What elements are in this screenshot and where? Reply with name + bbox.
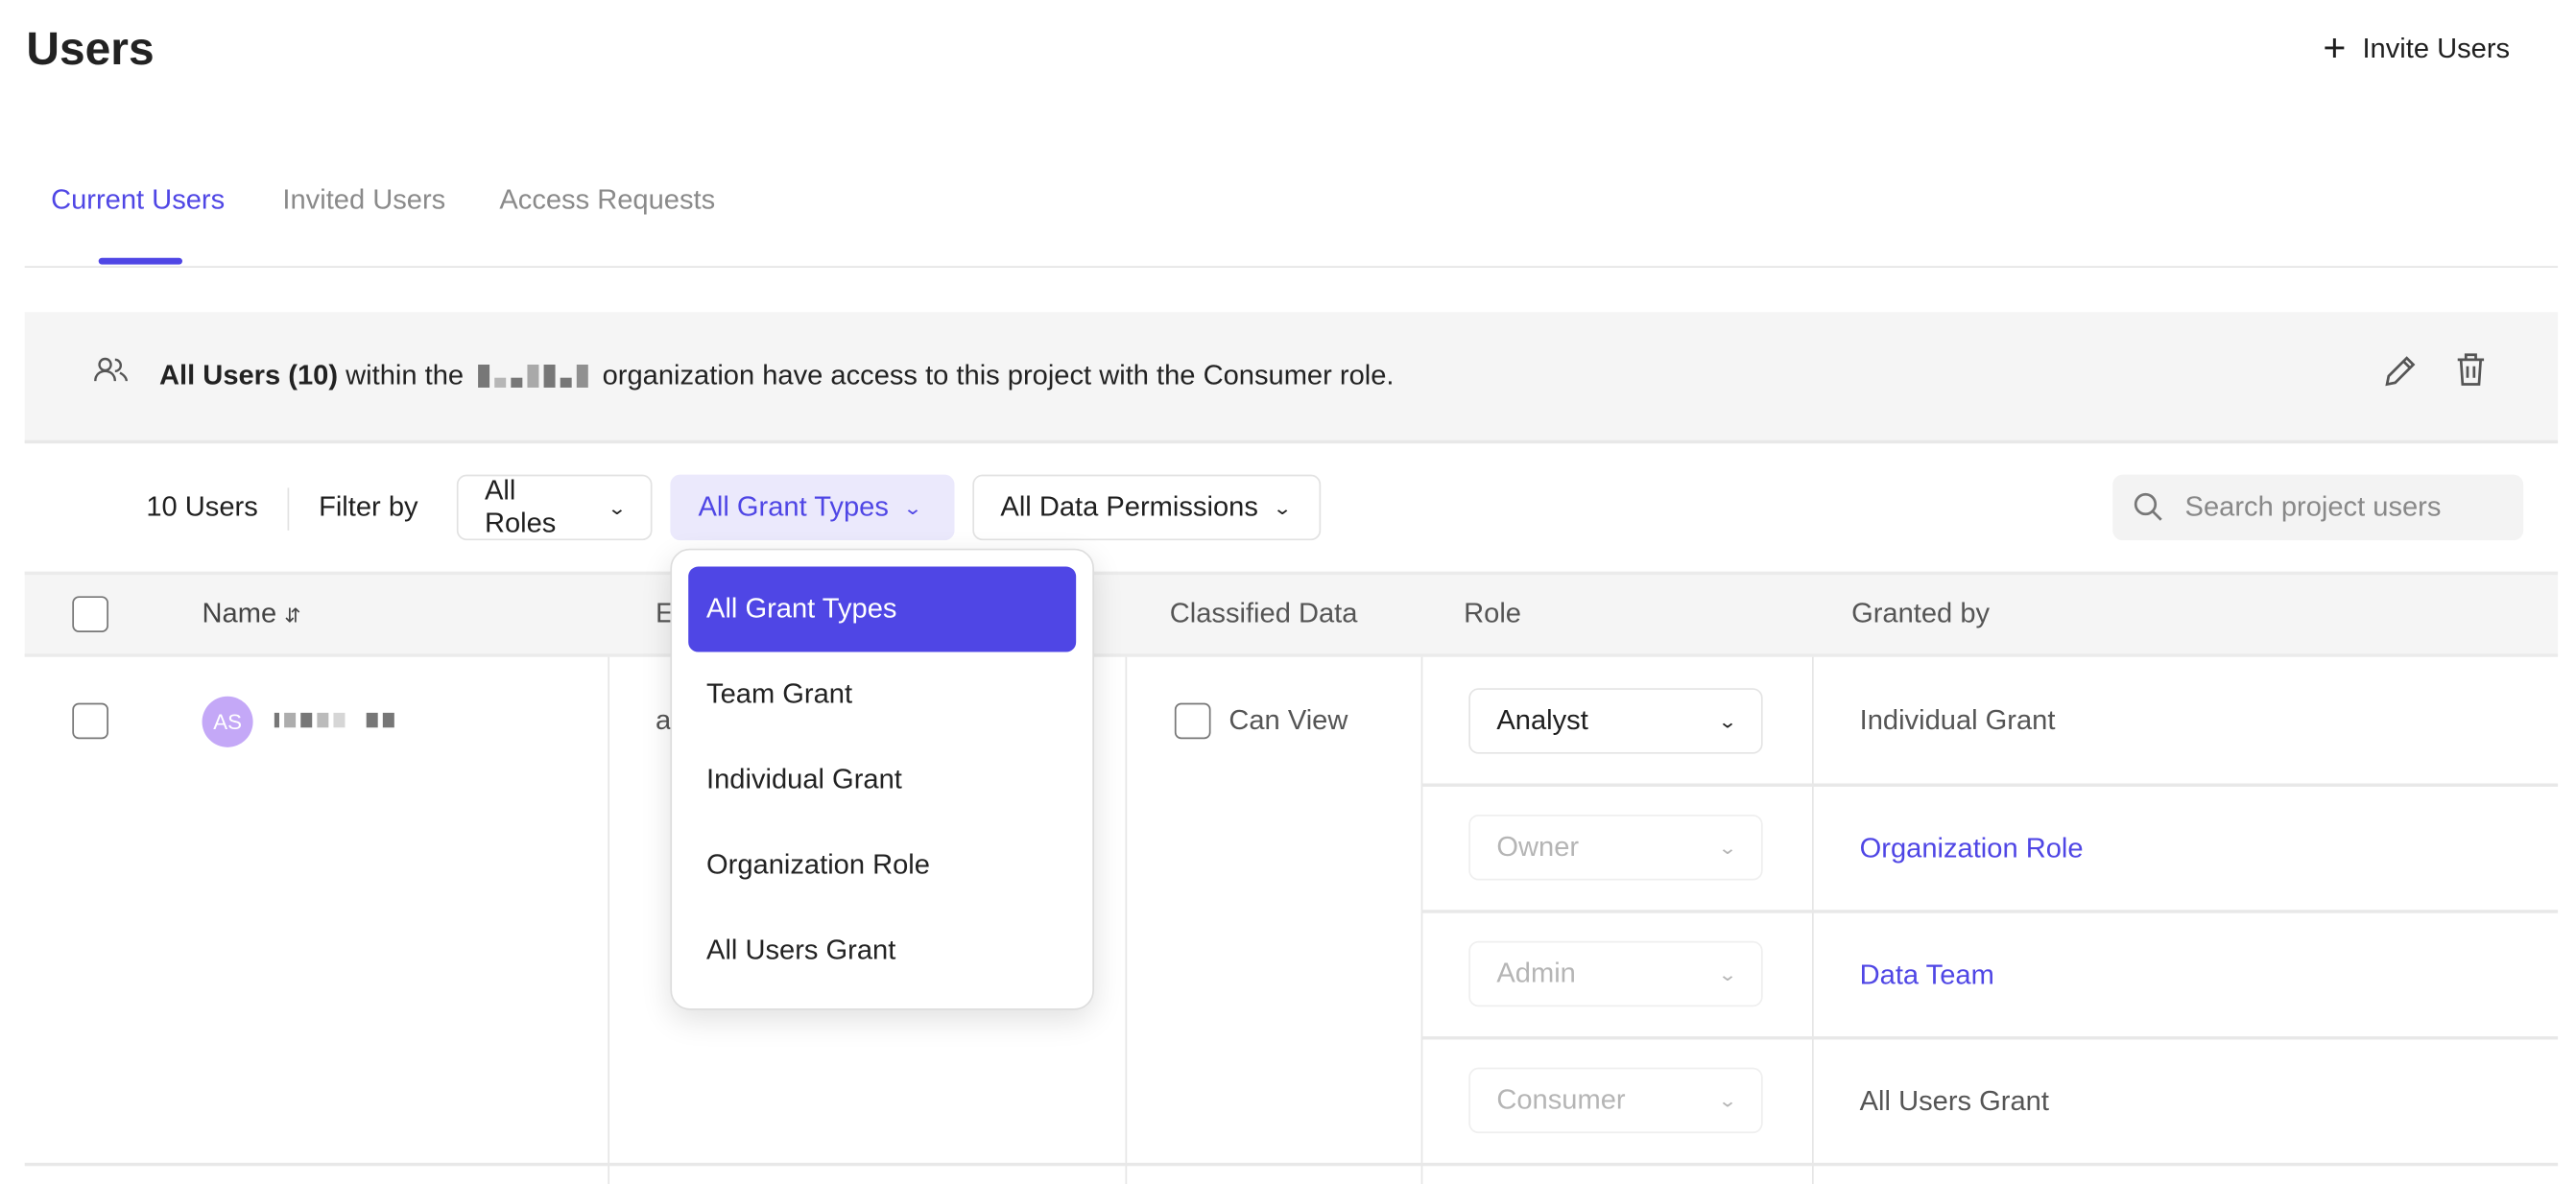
active-tab-indicator: [98, 257, 182, 265]
tab-divider: [24, 266, 2559, 269]
granted-by: Individual Grant: [1859, 704, 2056, 736]
column-role: Role: [1464, 598, 1521, 629]
role-select-disabled: Owner ⌄: [1468, 815, 1763, 881]
chevron-down-icon: ⌄: [1272, 498, 1293, 519]
invite-users-button[interactable]: + Invite Users: [2323, 26, 2511, 71]
menu-item-team-grant[interactable]: Team Grant: [706, 677, 853, 710]
invite-users-label: Invite Users: [2362, 33, 2511, 64]
banner-post: organization have access to this project…: [594, 359, 1395, 391]
plus-icon: +: [2323, 26, 2347, 71]
column-divider: [1812, 656, 1814, 1184]
column-divider: [1420, 656, 1423, 1184]
banner-pre: within the: [338, 359, 472, 391]
all-users-banner: [24, 312, 2559, 444]
row-divider: [1420, 1036, 2559, 1039]
search-icon: [2134, 492, 2162, 521]
role-select[interactable]: Analyst ⌄: [1468, 688, 1763, 754]
redacted-org-name: [477, 364, 588, 388]
role-select-disabled: Consumer ⌄: [1468, 1067, 1763, 1134]
menu-item-organization-role[interactable]: Organization Role: [706, 848, 930, 881]
sort-icon: ⇵: [284, 604, 301, 628]
column-email: E: [655, 598, 675, 629]
chevron-down-icon: ⌄: [607, 498, 627, 519]
column-name[interactable]: Name ⇵: [203, 598, 301, 630]
banner-text: All Users (10) within the organization h…: [159, 360, 1394, 392]
grant-types-dropdown-menu: All Grant Types Team Grant Individual Gr…: [670, 548, 1094, 1010]
role-select-value: Consumer: [1496, 1083, 1626, 1116]
column-divider: [1125, 656, 1128, 1184]
tab-invited-users[interactable]: Invited Users: [282, 183, 446, 216]
column-name-label: Name: [202, 598, 277, 629]
row-divider: [24, 1162, 2559, 1166]
menu-item-all-grant-types[interactable]: All Grant Types: [688, 566, 1077, 652]
column-granted-by: Granted by: [1851, 598, 1991, 629]
banner-bold: All Users (10): [159, 359, 339, 391]
data-permissions-filter-label: All Data Permissions: [1000, 490, 1258, 523]
user-email: a: [655, 704, 672, 736]
granted-by: All Users Grant: [1859, 1085, 2049, 1117]
menu-item-individual-grant[interactable]: Individual Grant: [706, 763, 902, 795]
user-count: 10 Users: [146, 490, 258, 523]
role-select-value: Analyst: [1496, 704, 1588, 736]
chevron-down-icon: ⌄: [902, 498, 923, 519]
redacted-user-name: [274, 712, 394, 728]
grant-types-filter-label: All Grant Types: [698, 490, 889, 523]
row-checkbox[interactable]: [72, 702, 108, 740]
select-all-checkbox[interactable]: [72, 596, 108, 633]
chevron-down-icon: ⌄: [1717, 712, 1737, 732]
column-classified-data: Classified Data: [1169, 598, 1358, 629]
role-select-value: Owner: [1496, 831, 1580, 863]
role-select-value: Admin: [1496, 957, 1576, 989]
tab-access-requests[interactable]: Access Requests: [499, 183, 716, 216]
filter-by-label: Filter by: [319, 490, 418, 523]
pencil-icon[interactable]: [2380, 351, 2420, 391]
can-view-checkbox[interactable]: [1174, 702, 1211, 740]
roles-filter[interactable]: All Roles ⌄: [456, 474, 653, 541]
search-placeholder: Search project users: [2184, 490, 2442, 523]
search-input[interactable]: Search project users: [2112, 474, 2524, 541]
chevron-down-icon: ⌄: [1717, 964, 1737, 985]
chevron-down-icon: ⌄: [1717, 838, 1737, 859]
can-view-label: Can View: [1228, 704, 1348, 736]
granted-by-link[interactable]: Organization Role: [1859, 832, 2084, 864]
row-divider: [1420, 910, 2559, 912]
table-header: [24, 571, 2559, 657]
menu-item-all-users-grant[interactable]: All Users Grant: [706, 934, 896, 966]
roles-filter-label: All Roles: [484, 474, 557, 539]
grant-types-filter[interactable]: All Grant Types ⌄: [670, 474, 955, 541]
trash-icon[interactable]: [2451, 350, 2491, 390]
tab-current-users[interactable]: Current Users: [51, 183, 226, 216]
column-divider: [608, 656, 610, 1184]
page-title: Users: [26, 22, 155, 75]
row-divider: [1420, 783, 2559, 787]
chevron-down-icon: ⌄: [1717, 1091, 1737, 1111]
data-permissions-filter[interactable]: All Data Permissions ⌄: [972, 474, 1322, 541]
filter-divider: [287, 487, 290, 531]
role-select-disabled: Admin ⌄: [1468, 940, 1763, 1007]
users-icon: [94, 357, 128, 382]
avatar: AS: [202, 696, 253, 747]
granted-by-link[interactable]: Data Team: [1859, 959, 1994, 991]
